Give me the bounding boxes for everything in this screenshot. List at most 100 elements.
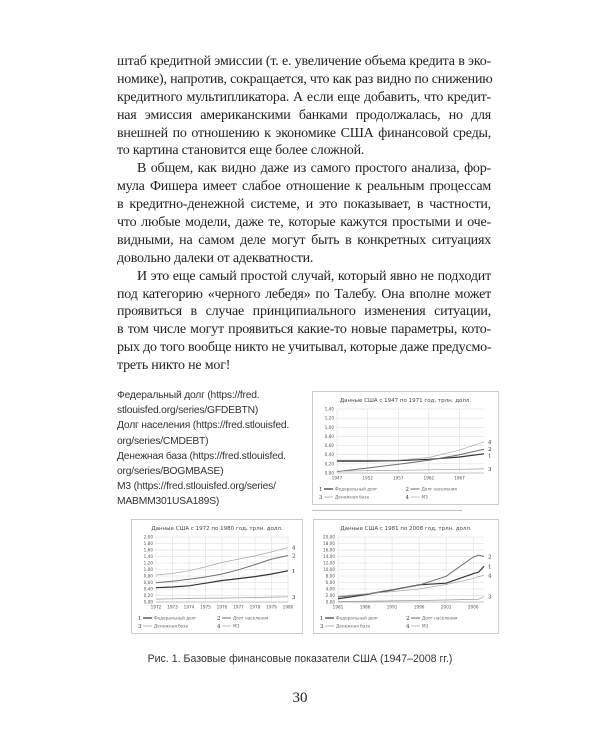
source-line: М3 (https://fred.stlouisfed.org/series/ <box>117 481 276 493</box>
series-line <box>155 555 289 584</box>
series-line <box>337 565 485 600</box>
text-line: штаб кредитной эмиссии (т. е. увеличение… <box>117 54 491 69</box>
series-line <box>155 547 289 576</box>
y-tick-label: 0,20 <box>325 461 335 466</box>
y-tick-label: 0,60 <box>144 580 154 585</box>
text-line: то картина становится еще более сложной. <box>117 143 365 159</box>
series-line <box>337 596 485 602</box>
figure-caption: Рис. 1. Базовые финансовые показатели СШ… <box>147 653 453 665</box>
y-tick-label: 8,00 <box>326 574 336 579</box>
y-tick-label: 18,00 <box>323 541 335 546</box>
y-tick-label: 6,00 <box>326 580 336 585</box>
text-line: кредитного мультипликатора. А если еще д… <box>117 89 491 105</box>
data-sources: Федеральный долг (https://fred. stlouisfe… <box>117 388 309 510</box>
x-tick-label: 2006 <box>468 605 479 610</box>
divider <box>312 510 462 511</box>
source-line: org/series/BOGMBASE) <box>117 465 224 477</box>
x-tick-label: 1972 <box>151 605 162 610</box>
text-line: мула Фишера имеет слабое отношение к реа… <box>117 179 491 195</box>
legend-label: Долг населения <box>422 487 458 492</box>
text-line: проявиться в случае принципиального изме… <box>117 304 491 320</box>
series-end-label: 4 <box>292 546 296 552</box>
text-line: довольно далеки от адекватности. <box>117 250 314 266</box>
series-end-label: 3 <box>488 467 492 473</box>
y-tick-label: 0,00 <box>325 471 335 476</box>
series-end-label: 1 <box>488 454 492 460</box>
text-line: что любые модели, даже те, которые кажут… <box>117 215 491 231</box>
x-tick-label: 1980 <box>283 605 294 610</box>
chart-1972-1980: Данные США с 1972 по 1980 год, трлн. дол… <box>131 519 303 634</box>
text-line: треть никто не мог! <box>117 358 231 374</box>
chart-1947-1971: Данные США с 1947 по 1971 год, трлн. дол… <box>312 391 499 505</box>
legend-label: Денежная база <box>335 495 369 500</box>
text-line: под категорию «черного лебедя» по Талебу… <box>117 286 491 302</box>
x-tick-label: 1947 <box>332 476 343 481</box>
series-line <box>155 596 289 600</box>
legend-number: 4 <box>406 624 410 630</box>
legend-number: 2 <box>406 487 410 493</box>
x-tick-label: 1977 <box>233 605 244 610</box>
y-tick-label: 0,60 <box>325 443 335 448</box>
chart-svg: Данные США с 1972 по 1980 год, трлн. дол… <box>138 526 296 630</box>
series-end-label: 2 <box>292 554 296 560</box>
x-tick-label: 1991 <box>387 605 398 610</box>
body-text: штаб кредитной эмиссии (т. е. увеличение… <box>117 53 493 375</box>
text-line: в том числе могут проявиться какие-то но… <box>117 322 491 338</box>
y-tick-label: 0,40 <box>144 587 154 592</box>
y-tick-label: 1,60 <box>144 548 154 553</box>
text-line: ная эмиссия американскими банками продол… <box>117 107 491 123</box>
text-line: номике), напротив, сокращается, что как … <box>117 71 493 87</box>
y-tick-label: 1,40 <box>144 554 154 559</box>
y-tick-label: 1,40 <box>325 407 335 412</box>
series-line <box>336 468 485 472</box>
x-tick-label: 2001 <box>441 605 452 610</box>
chart-title: Данные США с 1972 по 1980 год, трлн. дол… <box>151 526 283 532</box>
y-tick-label: 0,80 <box>325 434 335 439</box>
legend-label: Долг населения <box>422 616 458 621</box>
source-line: stlouisfed.org/series/GFDEBTN) <box>117 405 259 417</box>
legend-label: Федеральный долг <box>336 616 378 621</box>
y-tick-label: 14,00 <box>323 554 335 559</box>
source-line: Федеральный долг (https://fred. <box>117 390 260 401</box>
y-tick-label: 12,00 <box>323 561 335 566</box>
x-tick-label: 1967 <box>454 476 465 481</box>
legend-number: 1 <box>138 616 142 622</box>
source-line: MABMM301USA189S) <box>117 496 220 508</box>
chart-svg: Данные США с 1947 по 1971 год, трлн. дол… <box>319 398 492 501</box>
y-tick-label: 1,20 <box>325 416 335 421</box>
chart-1981-2008: Данные США с 1981 по 2008 год, трлн. дол… <box>313 519 499 634</box>
series-end-label: 1 <box>292 569 296 575</box>
legend-number: 3 <box>320 624 324 630</box>
x-tick-label: 1975 <box>200 605 211 610</box>
text-line: внешней по отношению к экономике США фин… <box>117 125 491 141</box>
legend-number: 3 <box>319 495 323 501</box>
legend-label: М3 <box>422 624 429 629</box>
series-line <box>336 448 485 473</box>
page-number: 30 <box>292 690 308 706</box>
series-line <box>337 441 485 461</box>
y-tick-label: 1,00 <box>325 425 335 430</box>
series-end-label: 3 <box>292 595 296 601</box>
y-tick-label: 1,20 <box>144 561 154 566</box>
y-tick-label: 0,80 <box>144 574 154 579</box>
series-line <box>337 575 485 597</box>
legend-label: Федеральный долг <box>154 616 196 621</box>
x-tick-label: 1974 <box>184 605 195 610</box>
source-line: Долг населения (https://fred.stlouisfed. <box>117 420 290 432</box>
legend-number: 1 <box>320 616 324 622</box>
y-tick-label: 10,00 <box>323 567 335 572</box>
x-tick-label: 1973 <box>167 605 178 610</box>
text-line: в кредитно-денежной системе, и это показ… <box>117 197 491 213</box>
y-tick-label: 2,00 <box>144 535 154 540</box>
legend-label: Денежная база <box>154 624 188 629</box>
legend-label: Денежная база <box>336 624 370 629</box>
x-tick-label: 1957 <box>393 476 404 481</box>
legend-number: 2 <box>217 616 221 622</box>
series-line <box>337 453 485 462</box>
x-tick-label: 1979 <box>266 605 277 610</box>
legend-number: 2 <box>406 616 410 622</box>
series-end-label: 3 <box>488 594 492 600</box>
legend-label: М3 <box>422 495 429 500</box>
chart-title: Данные США с 1947 по 1971 год, трлн. дол… <box>340 398 472 404</box>
y-tick-label: 1,00 <box>144 567 154 572</box>
